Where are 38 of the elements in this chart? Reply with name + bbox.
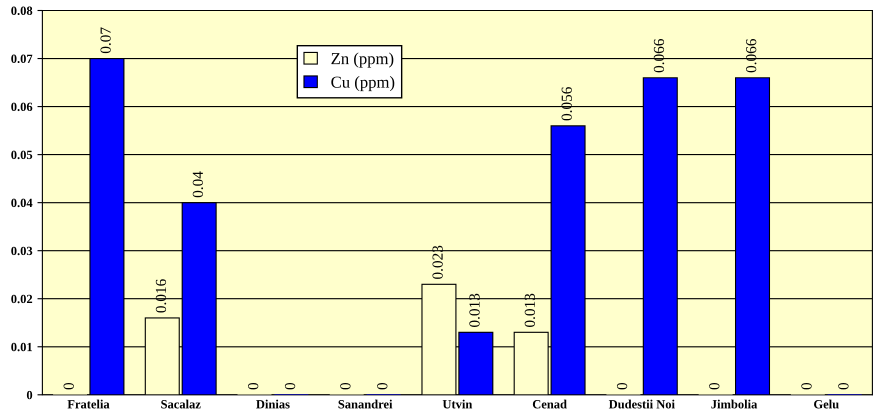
- y-tick-label: 0.03: [11, 246, 32, 256]
- data-label: 0: [248, 382, 258, 390]
- x-tick-label: Utvin: [442, 400, 472, 408]
- data-label: 0.07: [100, 27, 111, 54]
- data-label: 0: [377, 382, 388, 390]
- data-label: 0: [64, 382, 74, 390]
- y-tick-label: 0.01: [11, 342, 32, 352]
- y-tick-label: 0.07: [11, 54, 32, 64]
- data-label: 0: [284, 382, 296, 390]
- x-tick-label: Gelu: [814, 400, 839, 408]
- y-tick-label: 0: [26, 390, 32, 400]
- x-tick-label: Fratelia: [68, 400, 110, 408]
- x-tick-label: Dudestii Noi: [608, 400, 675, 408]
- y-tick-label: 0.08: [11, 6, 32, 16]
- data-label: 0.023: [432, 246, 443, 279]
- legend-label: Cu (ppm): [331, 76, 394, 92]
- y-tick-label: 0.05: [11, 150, 32, 160]
- data-label: 0.066: [654, 39, 664, 72]
- data-label: 0: [616, 382, 628, 390]
- data-label: 0.013: [469, 294, 480, 327]
- data-label: 0: [709, 382, 720, 390]
- data-label: 0.056: [562, 87, 572, 120]
- data-label: 0: [838, 382, 849, 390]
- y-tick-label: 0.04: [11, 198, 32, 208]
- data-label: 0.066: [746, 39, 756, 72]
- data-label: 0: [801, 382, 812, 390]
- data-label: 0.04: [192, 171, 204, 198]
- data-label: 0.013: [524, 294, 536, 327]
- x-tick-label: Cenad: [532, 400, 567, 408]
- x-tick-label: Dinias: [256, 400, 290, 408]
- x-tick-label: Jimbolia: [711, 400, 758, 408]
- legend-label: Zn (ppm): [331, 52, 394, 68]
- y-tick-label: 0.06: [11, 102, 32, 112]
- x-tick-label: Sanandrei: [338, 400, 392, 408]
- data-label: 0: [340, 382, 351, 390]
- y-tick-label: 0.02: [11, 294, 32, 304]
- x-tick-label: Sacalaz: [161, 400, 201, 408]
- data-label: 0.016: [156, 279, 166, 313]
